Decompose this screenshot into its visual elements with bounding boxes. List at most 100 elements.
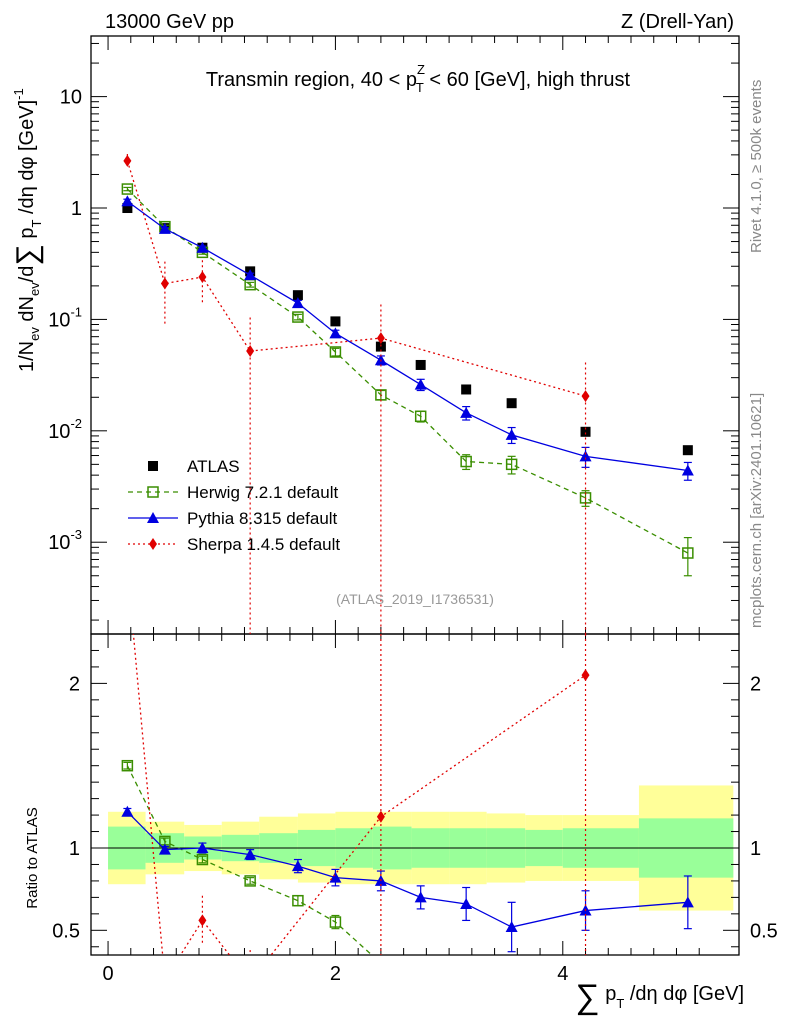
axis-ticks: 0 2 4 10-3 10-2 10-1 1 10 0.5 0.5 1 1 2 2 (48, 36, 778, 985)
marker-pythia (291, 860, 304, 872)
ratio-panel-frame (90, 633, 740, 956)
plot-title-sub: T (416, 80, 424, 95)
x-tick-label: 0 (102, 963, 113, 985)
ratio-tick-label-left: 0.5 (52, 920, 80, 942)
legend-label: Pythia 8.315 default (187, 509, 338, 528)
y-tick-label-main: 10 (60, 87, 82, 109)
marker-pythia (681, 896, 694, 908)
main-panel-series (121, 154, 694, 634)
marker-herwig (376, 958, 386, 968)
marker-sherpa (198, 914, 207, 927)
ratio-tick-label-right: 0.5 (750, 920, 778, 942)
marker-atlas (148, 461, 158, 471)
marker-sherpa (376, 810, 385, 823)
marker-atlas (461, 384, 472, 395)
plot-frames (90, 35, 740, 956)
x-tick-label: 2 (330, 963, 341, 985)
marker-herwig (460, 455, 472, 468)
marker-atlas (330, 316, 341, 327)
marker-herwig (682, 547, 694, 559)
marker-pythia (291, 297, 304, 309)
marker-atlas (122, 203, 133, 214)
marker-atlas (292, 290, 303, 301)
marker-herwig (121, 183, 134, 195)
marker-herwig (196, 853, 209, 866)
ratio-tick-label-left: 2 (69, 673, 80, 695)
marker-herwig (414, 410, 427, 423)
marker-herwig (505, 458, 518, 471)
marker-sherpa (123, 154, 132, 167)
marker-pythia (414, 378, 427, 390)
marker-herwig (244, 875, 256, 887)
x-tick-label: 4 (557, 963, 568, 985)
marker-pythia (244, 848, 257, 860)
y-axis-label-main: 1/Nev dNev/d∑ pT /dη dφ [GeV]-1 (11, 88, 44, 372)
y-tick-label-main: 1 (71, 198, 82, 220)
series-line-herwig (126, 188, 689, 554)
y-axis-label-ratio: Ratio to ATLAS (24, 807, 41, 908)
marker-herwig (507, 965, 517, 975)
y-tick-label-main: 10-1 (48, 304, 82, 331)
series-line-pythia (126, 811, 688, 928)
legend-label: Herwig 7.2.1 default (187, 483, 338, 502)
series-line-pythia (126, 200, 688, 472)
marker-pythia (505, 921, 518, 933)
marker-sherpa (160, 277, 169, 290)
marker-pythia (460, 897, 473, 909)
marker-pythia (329, 871, 342, 883)
marker-atlas (580, 426, 591, 437)
marker-atlas (415, 359, 426, 370)
marker-pythia (414, 891, 427, 903)
marker-pythia (147, 512, 159, 523)
marker-pythia (196, 241, 209, 253)
marker-pythia (121, 805, 134, 817)
ratio-tick-label-left: 1 (69, 838, 80, 860)
marker-pythia (158, 222, 171, 234)
marker-atlas (682, 445, 693, 456)
marker-pythia (579, 450, 592, 462)
marker-herwig (329, 346, 342, 358)
side-label-bottom: mcplots.cern.ch [arXiv:2401.10621] (748, 393, 765, 628)
marker-herwig (121, 759, 134, 772)
marker-sherpa (246, 345, 255, 358)
marker-atlas (506, 398, 517, 409)
marker-pythia (505, 428, 518, 440)
legend-item-sherpa: Sherpa 1.4.5 default (128, 535, 340, 554)
y-tick-label-main: 10-3 (48, 527, 82, 554)
marker-pythia (244, 269, 257, 281)
plot-title-sup: Z (417, 62, 425, 77)
marker-sherpa (376, 332, 385, 345)
marker-herwig (461, 973, 471, 983)
header-left: 13000 GeV pp (105, 11, 234, 33)
legend-label: ATLAS (187, 457, 240, 476)
series-line-sherpa (126, 160, 586, 397)
marker-herwig (147, 486, 159, 498)
marker-herwig (329, 916, 342, 928)
ratio-tick-label-right: 2 (750, 673, 761, 695)
header-right: Z (Drell-Yan) (621, 11, 734, 33)
marker-sherpa (149, 538, 157, 550)
marker-pythia (121, 195, 134, 207)
marker-herwig (416, 962, 426, 972)
marker-pythia (681, 464, 694, 476)
marker-sherpa (246, 975, 254, 987)
series-line-sherpa (132, 634, 586, 955)
marker-sherpa (123, 562, 131, 574)
x-axis-label: ∑ pT /dη dφ [GeV] (575, 978, 744, 1016)
marker-sherpa (161, 974, 169, 986)
plot-title: Transmin region, 40 < pZ T < 60 [GeV], hi… (206, 62, 631, 95)
marker-atlas (375, 341, 386, 352)
legend-label: Sherpa 1.4.5 default (187, 535, 340, 554)
plot-title-pre: Transmin region, 40 < p (206, 69, 417, 91)
marker-pythia (460, 406, 473, 418)
marker-sherpa (581, 669, 590, 682)
marker-herwig (292, 894, 304, 907)
legend: ATLAS Herwig 7.2.1 default Pythia 8.315 de… (128, 457, 340, 554)
marker-pythia (329, 327, 342, 339)
ratio-tick-label-right: 1 (750, 838, 761, 860)
side-label-top: Rivet 4.1.0, ≥ 500k events (748, 80, 765, 253)
marker-pythia (158, 843, 171, 855)
ratio-panel-series (121, 562, 694, 987)
marker-herwig (292, 311, 304, 323)
